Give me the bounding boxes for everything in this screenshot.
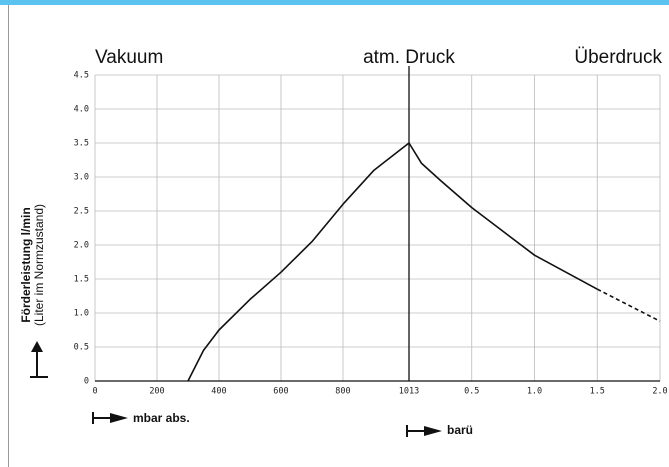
y-tick-label: 0.5 [74, 343, 89, 353]
curve [187, 142, 410, 382]
header-right: Überdruck [574, 47, 662, 68]
y-tick-label: 0 [84, 377, 89, 387]
x2-arrow [406, 425, 442, 437]
x2-label: barü [447, 423, 473, 437]
header-left: Vakuum [95, 47, 163, 68]
y-label-group: Förderleistung l/min (Liter im Normzusta… [19, 204, 46, 326]
x-tick-label: 2.0 [652, 387, 667, 397]
y-label: Förderleistung l/min [19, 207, 33, 322]
x-tick-label: 1013 [399, 387, 419, 397]
x-tick-label: 1.5 [590, 387, 605, 397]
x-tick-label: 600 [273, 387, 288, 397]
x-tick-label: 200 [149, 387, 164, 397]
x-tick-label: 800 [335, 387, 350, 397]
x-tick-label: 1.0 [527, 387, 542, 397]
y-tick-label: 2.0 [74, 241, 89, 251]
x-tick-label: 0.5 [464, 387, 479, 397]
curve [596, 288, 661, 322]
y-tick-label: 3.0 [74, 173, 89, 183]
x-label: mbar abs. [133, 411, 190, 425]
y-tick-label: 1.5 [74, 275, 89, 285]
y-tick-label: 4.0 [74, 105, 89, 115]
y-tick-label: 2.5 [74, 207, 89, 217]
curve [408, 142, 598, 290]
top-bar [0, 0, 669, 5]
x-tick-label: 0 [92, 387, 97, 397]
y-label-sub: (Liter im Normzustand) [32, 204, 46, 326]
y-tick-label: 3.5 [74, 139, 89, 149]
y-tick-label: 4.5 [74, 71, 89, 81]
y-arrow [30, 341, 48, 378]
x-arrow [92, 412, 128, 424]
y-tick-label: 1.0 [74, 309, 89, 319]
x-tick-label: 400 [211, 387, 226, 397]
header-center: atm. Druck [363, 47, 455, 68]
